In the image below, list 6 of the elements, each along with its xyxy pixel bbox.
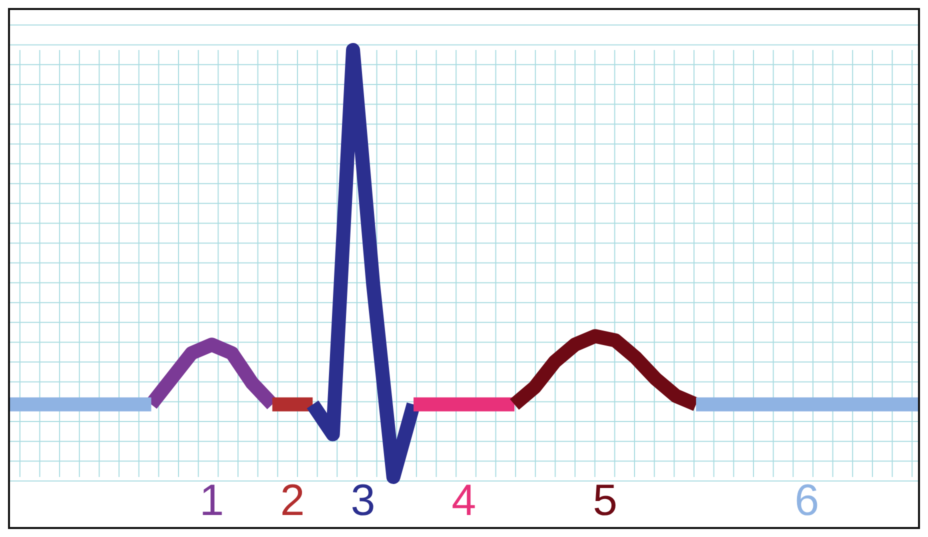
series-label: 4: [452, 476, 476, 525]
text: 5: [592, 476, 618, 525]
series-label: 6: [794, 476, 820, 525]
series-label: 1: [200, 476, 224, 525]
series-label: 2: [280, 476, 305, 525]
series-label: 3: [350, 476, 376, 525]
